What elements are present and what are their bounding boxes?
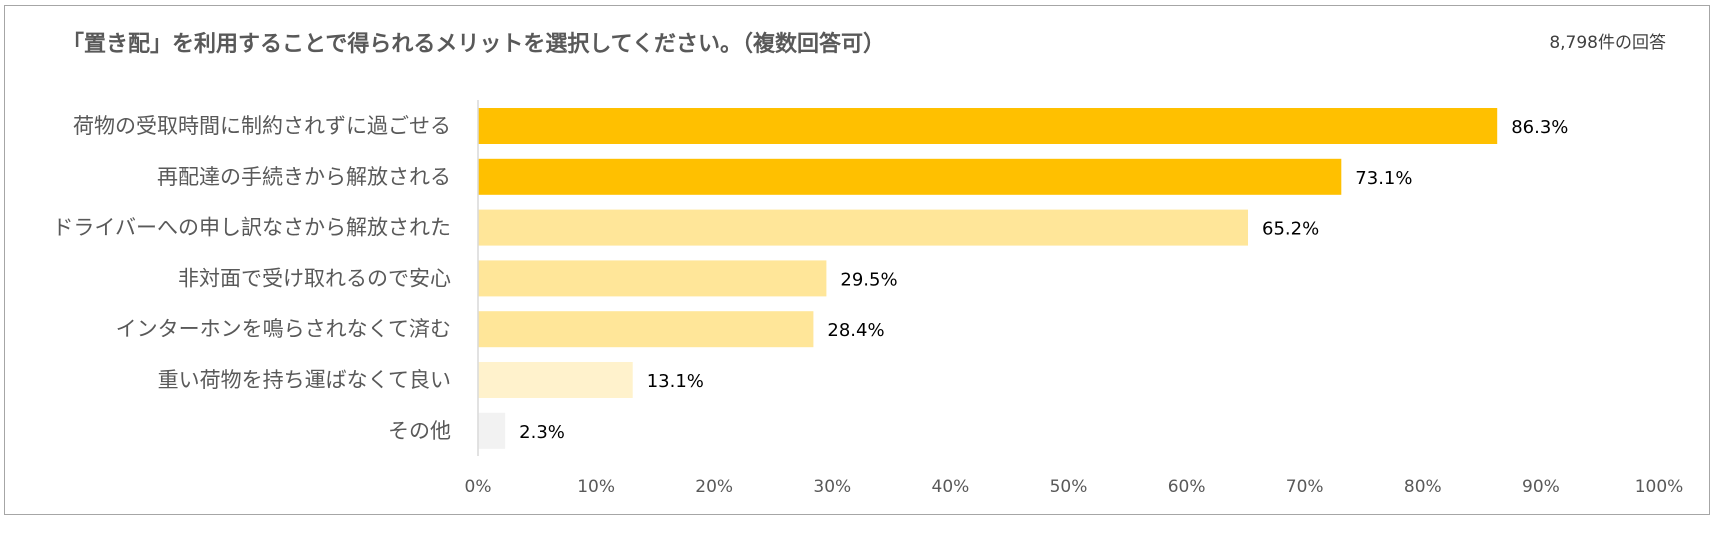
bar	[478, 260, 827, 297]
bar	[478, 108, 1498, 144]
category-label: 荷物の受取時間に制約されずに過ごせる	[73, 114, 451, 138]
bar	[478, 158, 1342, 195]
x-tick-label: 70%	[1286, 477, 1324, 497]
x-tick-label: 30%	[813, 477, 851, 497]
bar	[478, 311, 814, 348]
category-label: その他	[388, 419, 451, 443]
value-label: 73.1%	[1355, 168, 1412, 189]
category-label: ドライバーへの申し訳なさから解放された	[52, 216, 451, 240]
x-tick-label: 90%	[1522, 477, 1560, 497]
x-tick-label: 50%	[1050, 477, 1088, 497]
response-count: 8,798件の回答	[1549, 33, 1666, 53]
category-label: インターホンを鳴らされなくて済む	[116, 317, 451, 341]
x-tick-label: 0%	[465, 477, 492, 497]
bar	[478, 209, 1249, 246]
value-label: 65.2%	[1262, 219, 1319, 240]
value-label: 29.5%	[840, 269, 897, 290]
category-label: 再配達の手続きから解放される	[157, 165, 451, 189]
chart-title: 「置き配」を利用することで得られるメリットを選択してください。（複数回答可）	[62, 32, 886, 57]
chart-border	[4, 5, 1710, 515]
x-tick-label: 40%	[932, 477, 970, 497]
x-tick-label: 80%	[1404, 477, 1442, 497]
category-label: 重い荷物を持ち運ばなくて良い	[158, 368, 451, 392]
bar	[478, 412, 506, 449]
value-label: 2.3%	[519, 422, 565, 443]
value-label: 28.4%	[827, 320, 884, 341]
x-tick-label: 10%	[577, 477, 615, 497]
bar	[478, 362, 633, 398]
value-label: 13.1%	[647, 371, 704, 392]
value-label: 86.3%	[1511, 117, 1568, 138]
x-tick-label: 60%	[1168, 477, 1206, 497]
x-tick-label: 100%	[1635, 477, 1684, 497]
x-tick-label: 20%	[695, 477, 733, 497]
category-label: 非対面で受け取れるので安心	[178, 266, 451, 290]
